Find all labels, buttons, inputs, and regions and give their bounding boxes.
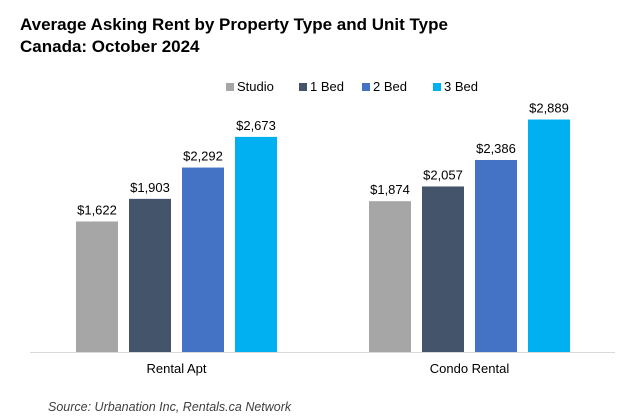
chart-title: Average Asking Rent by Property Type and… xyxy=(20,14,620,58)
bar-condo-rental-studio xyxy=(369,201,411,352)
legend-swatch xyxy=(299,83,307,91)
bar-rental-apt-studio xyxy=(76,221,118,352)
legend-label: 1 Bed xyxy=(310,79,344,94)
data-label: $1,622 xyxy=(77,202,117,217)
legend-swatch xyxy=(433,83,441,91)
bar-rental-apt-1-bed xyxy=(129,198,171,352)
source-note: Source: Urbanation Inc, Rentals.ca Netwo… xyxy=(48,400,292,414)
legend-item-1-bed: 1 Bed xyxy=(299,79,344,94)
x-tick-label: Condo Rental xyxy=(430,361,510,376)
bar-rental-apt-3-bed xyxy=(235,136,277,352)
data-label: $2,889 xyxy=(529,101,569,116)
legend-swatch xyxy=(226,83,234,91)
legend-swatch xyxy=(362,83,370,91)
data-label: $2,292 xyxy=(183,149,223,164)
legend-label: Studio xyxy=(237,79,274,94)
legend-label: 2 Bed xyxy=(373,79,407,94)
chart-title-line1: Average Asking Rent by Property Type and… xyxy=(20,15,448,34)
bar-rental-apt-2-bed xyxy=(182,167,224,352)
data-label: $2,673 xyxy=(236,118,276,133)
bar-condo-rental-1-bed xyxy=(422,186,464,352)
x-tick-label: Rental Apt xyxy=(147,361,207,376)
legend-label: 3 Bed xyxy=(444,79,478,94)
data-label: $1,874 xyxy=(370,182,410,197)
legend-item-2-bed: 2 Bed xyxy=(362,79,407,94)
bar-condo-rental-2-bed xyxy=(475,159,517,352)
legend-item-3-bed: 3 Bed xyxy=(433,79,478,94)
legend-item-studio: Studio xyxy=(226,79,274,94)
bar-condo-rental-3-bed xyxy=(528,119,570,353)
chart-subtitle: Canada: October 2024 xyxy=(20,37,200,56)
data-label: $1,903 xyxy=(130,180,170,195)
data-label: $2,057 xyxy=(423,167,463,182)
data-label: $2,386 xyxy=(476,141,516,156)
